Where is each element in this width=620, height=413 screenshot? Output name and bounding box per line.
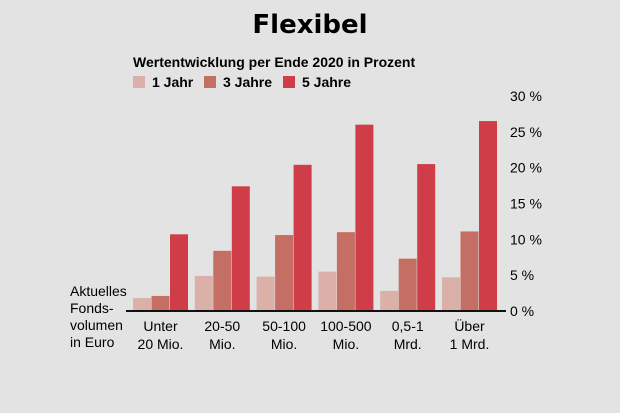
bar xyxy=(417,164,436,311)
y-tick-label: 15 % xyxy=(510,196,542,212)
legend-label: 3 Jahre xyxy=(223,74,272,90)
bars-group xyxy=(133,121,497,312)
bar xyxy=(479,121,497,311)
y-tick-label: 10 % xyxy=(510,231,542,247)
bar xyxy=(256,276,275,311)
legend-swatch xyxy=(133,76,145,88)
y-tick-label: 25 % xyxy=(510,124,542,140)
bar xyxy=(293,164,312,311)
bar xyxy=(275,235,294,311)
y-tick-label: 0 % xyxy=(510,303,534,319)
chart-subtitle: Wertentwicklung per Ende 2020 in Prozent xyxy=(133,54,415,70)
y-tick-label: 5 % xyxy=(510,267,534,283)
bar xyxy=(336,232,355,311)
x-tick-label: 20-50 Mio. xyxy=(204,318,240,352)
bar xyxy=(170,234,188,311)
legend-label: 1 Jahr xyxy=(152,74,194,90)
x-tick-label: 50-100 Mio. xyxy=(262,318,306,352)
legend-label: 5 Jahre xyxy=(302,74,351,90)
chart-title: Flexibel xyxy=(252,10,367,40)
bar xyxy=(231,186,250,311)
bar xyxy=(213,250,232,311)
x-tick-label: Über 1 Mrd. xyxy=(450,317,490,352)
x-tick-label: Unter 20 Mio. xyxy=(138,318,184,352)
bar xyxy=(194,275,213,311)
bar xyxy=(442,277,460,311)
x-tick-label: 100-500 Mio. xyxy=(320,318,372,352)
bar xyxy=(460,231,479,311)
legend-swatch xyxy=(204,76,216,88)
legend-swatch xyxy=(283,76,295,88)
bar xyxy=(133,298,151,311)
y-tick-label: 30 % xyxy=(510,88,542,104)
x-tick-label: 0,5-1 Mrd. xyxy=(392,318,424,352)
bar xyxy=(398,258,417,311)
bar xyxy=(355,124,374,312)
bar xyxy=(151,295,170,311)
y-axis: 0 % 5 % 10 % 15 % 20 % 25 % 30 % xyxy=(510,88,542,319)
legend: 1 Jahr 3 Jahre 5 Jahre xyxy=(133,74,351,90)
y-tick-label: 20 % xyxy=(510,160,542,176)
x-axis: Unter 20 Mio. 20-50 Mio. 50-100 Mio. 100-500 Mi… xyxy=(70,283,506,352)
x-axis-label: Aktuelles Fonds-volumen in Euro xyxy=(70,283,127,350)
bar xyxy=(380,290,399,311)
bar xyxy=(318,271,337,311)
